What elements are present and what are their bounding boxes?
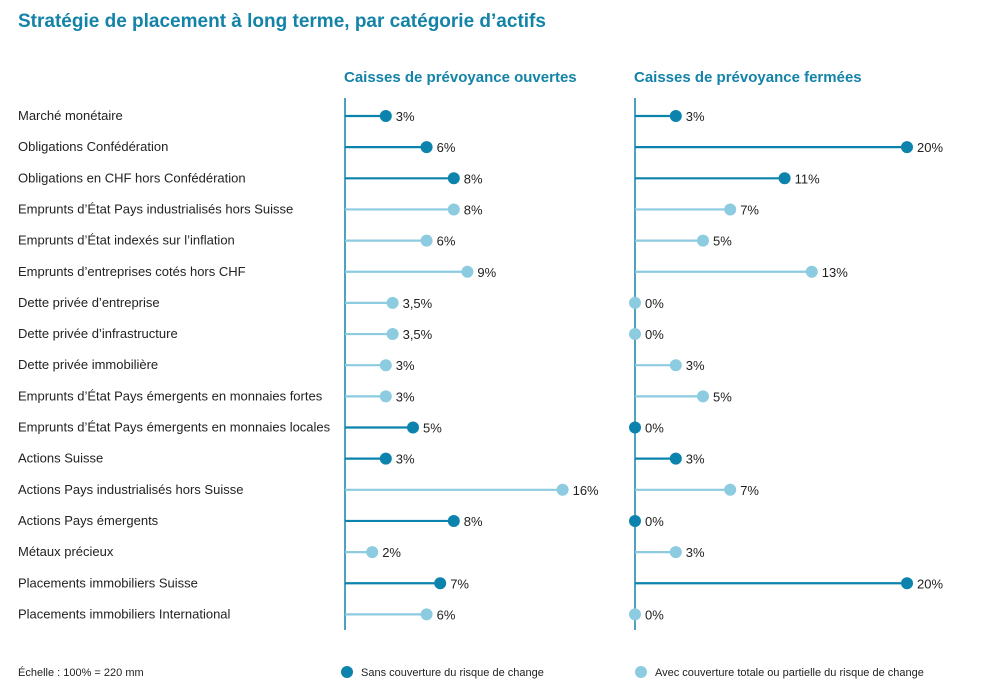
value-label: 3% — [686, 452, 705, 467]
value-label: 6% — [437, 140, 456, 155]
lollipop-dot — [420, 234, 433, 247]
value-label: 13% — [822, 265, 848, 280]
category-labels: Marché monétaire Obligations Confédératio… — [18, 108, 331, 621]
value-label: 0% — [645, 327, 664, 342]
lollipop-dot — [669, 546, 682, 559]
value-label: 3% — [396, 452, 415, 467]
value-label: 16% — [573, 483, 599, 498]
value-label: 7% — [740, 483, 759, 498]
lollipop-dot — [461, 265, 474, 278]
category-label: Emprunts d’État Pays émergents en monnai… — [18, 420, 331, 435]
lollipop-dot — [697, 390, 709, 403]
value-label: 7% — [740, 202, 759, 217]
lollipop-dot — [778, 172, 791, 185]
panel-open-funds: 3% 6% 8% 8% 6% 9% 3,5% 3,5% 3% 3% 5% 3% 16% 8% 2% 7% 6% — [344, 98, 599, 630]
panel-closed-funds: 3% 20% 11% 7% 5% 13% 0% 0% 3% 5% 0% 3% 7% 0% 3% 20% 0% — [629, 98, 943, 630]
lollipop-dot — [556, 483, 569, 496]
lollipop-dot — [379, 359, 392, 372]
value-label: 5% — [713, 234, 732, 249]
legend-marker — [635, 666, 647, 678]
category-label: Emprunts d’État indexés sur l’inflation — [18, 233, 235, 248]
value-label: 11% — [795, 171, 820, 186]
panel-title-open: Caisses de prévoyance ouvertes — [344, 69, 577, 86]
lollipop-dot — [379, 110, 392, 122]
value-label: 9% — [477, 265, 496, 280]
value-label: 0% — [645, 514, 664, 529]
lollipop-dot — [901, 141, 913, 154]
category-label: Actions Pays industrialisés hors Suisse — [18, 482, 243, 497]
value-label: 3% — [396, 389, 415, 404]
value-label: 2% — [382, 545, 401, 560]
category-label: Emprunts d’État Pays émergents en monnai… — [18, 388, 323, 403]
legend-label: Sans couverture du risque de change — [361, 667, 544, 679]
value-label: 7% — [450, 576, 469, 591]
value-label: 3% — [686, 358, 705, 373]
value-label: 3% — [396, 109, 415, 124]
lollipop-dot — [724, 203, 737, 216]
lollipop-dot — [379, 452, 392, 465]
value-label: 6% — [437, 234, 456, 249]
lollipop-dot — [366, 546, 379, 559]
value-label: 20% — [917, 576, 943, 591]
legend-label: Avec couverture totale ou partielle du r… — [655, 667, 924, 679]
lollipop-dot — [629, 608, 641, 621]
value-label: 8% — [464, 171, 483, 186]
value-label: 5% — [713, 389, 732, 404]
category-label: Obligations Confédération — [18, 139, 168, 154]
category-label: Actions Suisse — [18, 451, 103, 466]
category-label: Placements immobiliers International — [18, 606, 231, 621]
lollipop-dot — [697, 234, 709, 247]
legend-marker — [341, 666, 353, 678]
lollipop-dot — [805, 265, 818, 278]
category-label: Dette privée d’entreprise — [18, 295, 160, 310]
lollipop-dot — [629, 514, 641, 527]
value-label: 0% — [645, 607, 664, 622]
chart-title: Stratégie de placement à long terme, par… — [18, 11, 546, 32]
lollipop-dot — [669, 452, 682, 465]
category-label: Métaux précieux — [18, 544, 114, 559]
lollipop-dot — [386, 296, 399, 309]
value-label: 8% — [464, 514, 483, 529]
value-label: 3% — [396, 358, 415, 373]
category-label: Obligations en CHF hors Confédération — [18, 170, 246, 185]
value-label: 3% — [686, 109, 705, 124]
category-label: Marché monétaire — [18, 108, 123, 123]
lollipop-dot — [669, 359, 682, 372]
lollipop-dot — [434, 577, 447, 590]
lollipop-dot — [447, 172, 460, 185]
value-label: 6% — [437, 607, 456, 622]
lollipop-dot — [420, 141, 433, 154]
scale-note: Échelle : 100% = 220 mm — [18, 666, 144, 679]
value-label: 3,5% — [403, 327, 433, 342]
value-label: 5% — [423, 421, 442, 436]
lollipop-dot — [724, 483, 737, 496]
lollipop-dot — [447, 514, 460, 527]
category-label: Dette privée d’infrastructure — [18, 326, 178, 341]
lollipop-dot — [407, 421, 419, 434]
value-label: 8% — [464, 202, 483, 217]
lollipop-dot — [629, 421, 641, 434]
lollipop-dot — [629, 296, 641, 309]
category-label: Dette privée immobilière — [18, 357, 158, 372]
category-label: Actions Pays émergents — [18, 513, 159, 528]
value-label: 3,5% — [403, 296, 433, 311]
value-label: 20% — [917, 140, 943, 155]
lollipop-dot — [386, 328, 399, 341]
lollipop-dot — [669, 110, 682, 122]
lollipop-dot — [447, 203, 460, 216]
lollipop-dot — [420, 608, 433, 621]
value-label: 0% — [645, 421, 664, 436]
category-label: Placements immobiliers Suisse — [18, 575, 198, 590]
lollipop-dot — [379, 390, 392, 403]
legend: Sans couverture du risque de change Avec … — [341, 666, 924, 679]
panel-title-closed: Caisses de prévoyance fermées — [634, 69, 862, 86]
category-label: Emprunts d’État Pays industrialisés hors… — [18, 201, 293, 216]
category-label: Emprunts d’entreprises cotés hors CHF — [18, 264, 246, 279]
lollipop-dot — [629, 328, 641, 341]
value-label: 3% — [686, 545, 705, 560]
value-label: 0% — [645, 296, 664, 311]
lollipop-dot — [901, 577, 913, 590]
